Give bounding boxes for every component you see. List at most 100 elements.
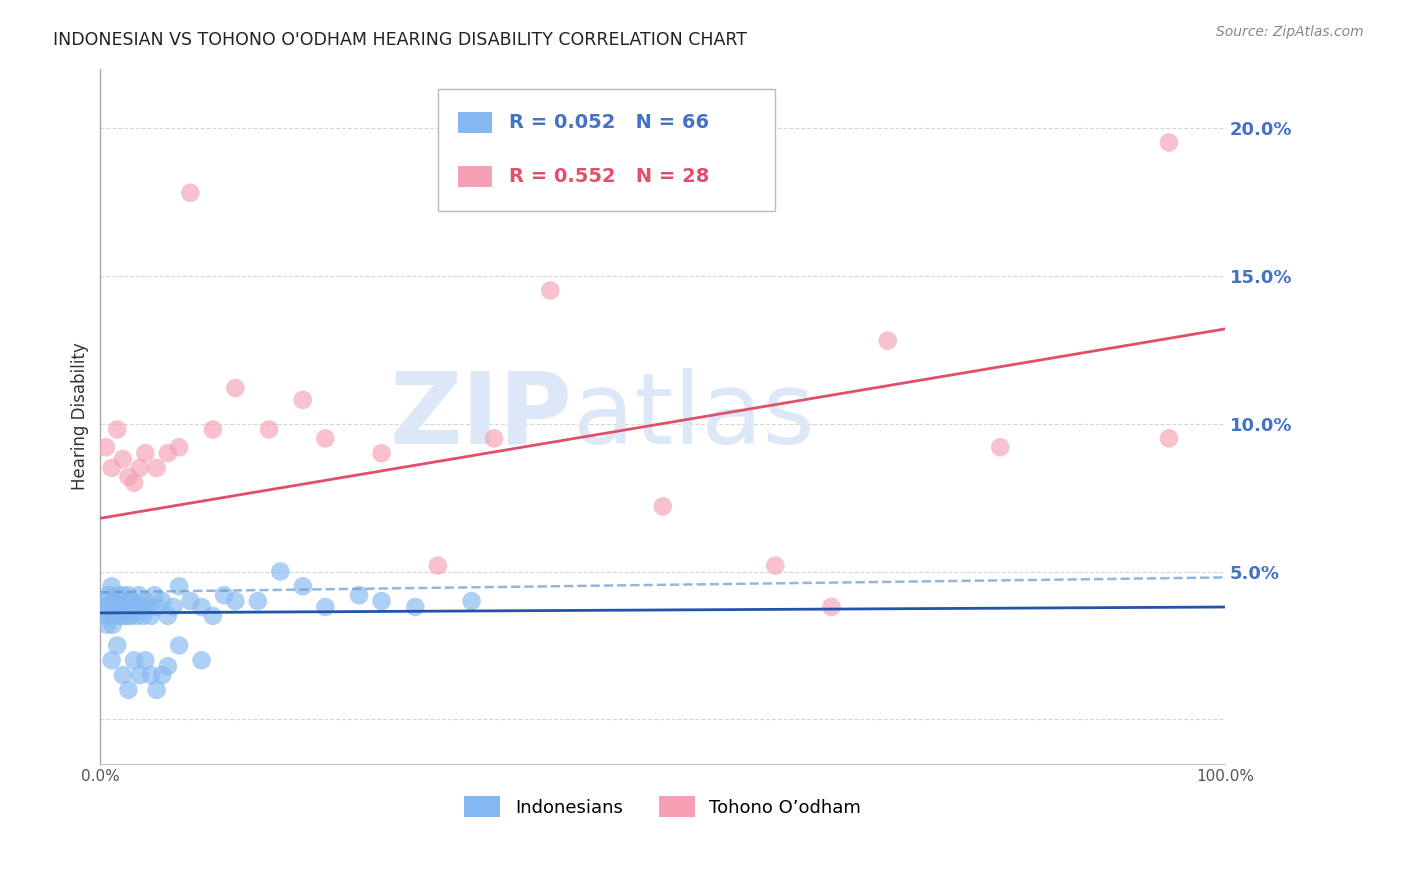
FancyBboxPatch shape <box>458 166 492 186</box>
Point <box>128 668 150 682</box>
Point <box>104 594 127 608</box>
Point <box>538 284 561 298</box>
Point <box>115 594 138 608</box>
Point <box>117 608 139 623</box>
Point <box>128 588 150 602</box>
Point <box>111 452 134 467</box>
Point <box>134 653 156 667</box>
Point <box>291 579 314 593</box>
Point <box>125 608 148 623</box>
Point <box>100 653 122 667</box>
Point <box>139 668 162 682</box>
Point <box>120 608 142 623</box>
Point <box>988 440 1011 454</box>
Point <box>98 600 121 615</box>
Point <box>100 461 122 475</box>
Point <box>105 608 128 623</box>
Point <box>460 594 482 608</box>
Point <box>314 431 336 445</box>
Point <box>121 594 143 608</box>
Point <box>117 682 139 697</box>
Point <box>96 617 118 632</box>
Point <box>94 594 117 608</box>
Point <box>132 608 155 623</box>
Point <box>190 600 212 615</box>
Point <box>107 600 129 615</box>
Point <box>820 600 842 615</box>
Point <box>269 565 291 579</box>
Point <box>167 579 190 593</box>
Point <box>167 440 190 454</box>
Point <box>111 588 134 602</box>
Point <box>112 608 135 623</box>
Point <box>201 422 224 436</box>
Point <box>150 594 173 608</box>
Point <box>139 608 162 623</box>
Point <box>291 392 314 407</box>
Point <box>167 639 190 653</box>
Text: INDONESIAN VS TOHONO O'ODHAM HEARING DISABILITY CORRELATION CHART: INDONESIAN VS TOHONO O'ODHAM HEARING DIS… <box>53 31 748 49</box>
Point <box>143 588 166 602</box>
Point <box>347 588 370 602</box>
Point <box>103 600 125 615</box>
Point <box>122 475 145 490</box>
Point <box>246 594 269 608</box>
Point <box>651 500 673 514</box>
FancyBboxPatch shape <box>437 89 775 211</box>
Point <box>145 600 167 615</box>
Point <box>134 446 156 460</box>
Point <box>118 600 141 615</box>
Point <box>117 470 139 484</box>
Point <box>114 600 136 615</box>
Point <box>108 608 131 623</box>
Point <box>93 600 115 615</box>
Point <box>94 608 117 623</box>
Text: ZIP: ZIP <box>389 368 572 465</box>
Point <box>111 600 134 615</box>
Point <box>145 682 167 697</box>
Point <box>105 639 128 653</box>
Point <box>129 600 152 615</box>
FancyBboxPatch shape <box>458 112 492 133</box>
Point <box>156 608 179 623</box>
Point <box>94 440 117 454</box>
Legend: Indonesians, Tohono O’odham: Indonesians, Tohono O’odham <box>457 789 869 824</box>
Point <box>128 461 150 475</box>
Point <box>314 600 336 615</box>
Point <box>482 431 505 445</box>
Text: Source: ZipAtlas.com: Source: ZipAtlas.com <box>1216 25 1364 39</box>
Point <box>136 600 159 615</box>
Point <box>179 186 201 200</box>
Point <box>224 594 246 608</box>
Point <box>201 608 224 623</box>
Point <box>257 422 280 436</box>
Point <box>134 594 156 608</box>
Point <box>117 588 139 602</box>
Point <box>876 334 898 348</box>
Point <box>162 600 184 615</box>
Point <box>212 588 235 602</box>
Point <box>190 653 212 667</box>
Point <box>100 608 122 623</box>
Point <box>122 653 145 667</box>
Point <box>224 381 246 395</box>
Point <box>179 594 201 608</box>
Point <box>1157 431 1180 445</box>
Text: R = 0.052   N = 66: R = 0.052 N = 66 <box>509 113 709 132</box>
Point <box>1157 136 1180 150</box>
Point <box>150 668 173 682</box>
Point <box>105 422 128 436</box>
Point <box>111 668 134 682</box>
Point <box>370 594 392 608</box>
Point <box>404 600 426 615</box>
Y-axis label: Hearing Disability: Hearing Disability <box>72 343 89 490</box>
Text: atlas: atlas <box>572 368 814 465</box>
Point <box>156 659 179 673</box>
Point <box>105 588 128 602</box>
Point <box>110 594 132 608</box>
Text: R = 0.552   N = 28: R = 0.552 N = 28 <box>509 167 709 186</box>
Point <box>763 558 786 573</box>
Point <box>97 588 120 602</box>
Point <box>156 446 179 460</box>
Point <box>370 446 392 460</box>
